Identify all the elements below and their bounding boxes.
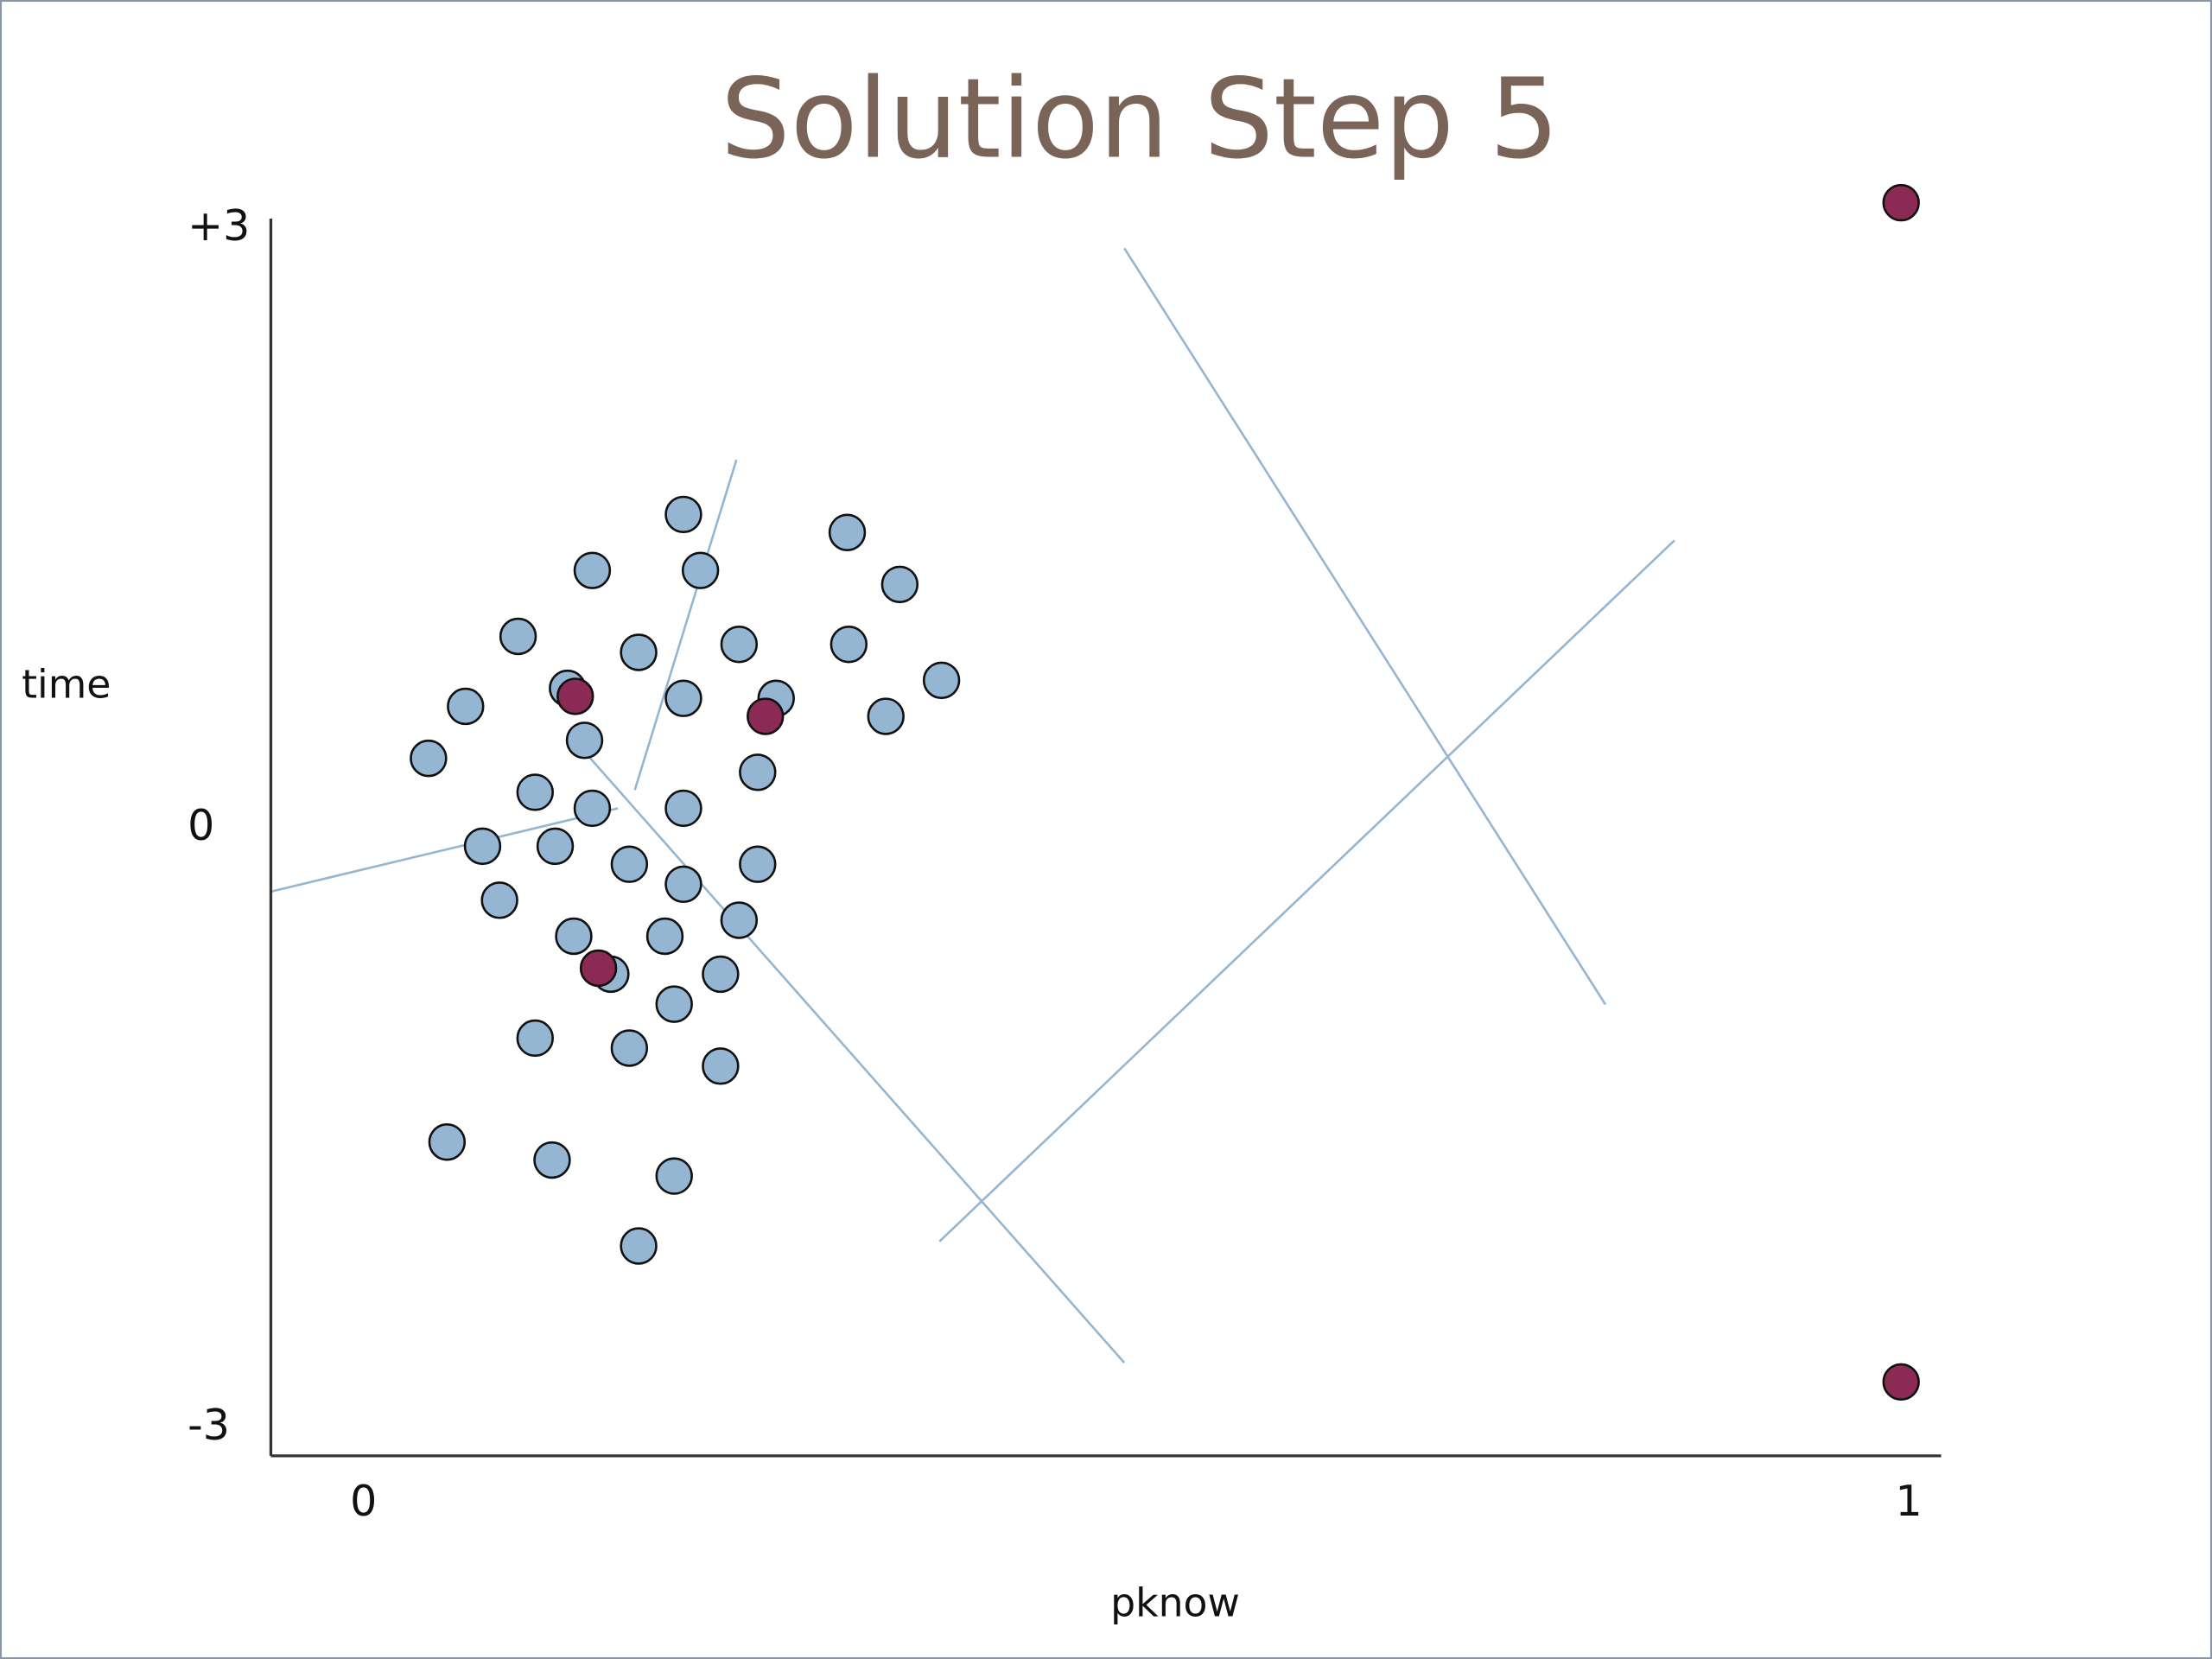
y-tick-label: 0 xyxy=(188,801,214,850)
x-tick-label: 1 xyxy=(1896,1477,1923,1526)
data-point xyxy=(1882,183,1920,222)
data-point xyxy=(720,626,759,664)
data-point xyxy=(702,955,740,994)
data-point xyxy=(828,513,867,551)
data-point xyxy=(702,1047,740,1085)
data-point xyxy=(620,633,658,671)
x-axis-label: pknow xyxy=(1110,1580,1240,1625)
y-tick-label: +3 xyxy=(188,201,250,251)
data-point xyxy=(720,901,759,939)
boundary-line xyxy=(270,807,619,893)
data-point xyxy=(880,565,919,604)
data-point xyxy=(579,949,618,988)
data-point xyxy=(664,789,702,828)
boundary-line xyxy=(588,756,1126,1364)
data-point xyxy=(516,773,554,811)
data-point xyxy=(573,789,612,828)
data-point xyxy=(499,617,537,656)
data-point xyxy=(664,865,702,904)
data-point xyxy=(533,1141,571,1179)
boundary-line xyxy=(1123,247,1607,1006)
data-point xyxy=(610,1029,649,1067)
data-point xyxy=(536,827,575,866)
data-point xyxy=(463,827,502,866)
data-point xyxy=(516,1019,554,1058)
data-point xyxy=(739,845,777,883)
data-point xyxy=(664,495,702,534)
chart-title: Solution Step 5 xyxy=(721,56,1560,184)
data-point xyxy=(480,881,518,919)
data-point xyxy=(565,721,604,760)
data-point xyxy=(867,697,905,735)
data-point xyxy=(664,679,702,717)
y-tick-label: -3 xyxy=(188,1401,230,1450)
boundary-line xyxy=(938,539,1675,1243)
data-point xyxy=(739,753,777,791)
x-tick-label: 0 xyxy=(350,1477,377,1526)
data-point xyxy=(428,1123,467,1161)
data-point xyxy=(610,845,649,883)
data-point xyxy=(573,551,612,589)
data-point xyxy=(747,697,785,735)
data-point xyxy=(655,985,693,1023)
boundary-lines xyxy=(270,247,1675,1364)
data-point xyxy=(922,661,961,700)
data-point xyxy=(620,1227,658,1265)
data-point xyxy=(556,677,594,715)
data-point xyxy=(410,739,448,778)
data-point xyxy=(645,917,684,956)
data-point xyxy=(681,551,720,589)
y-axis-label: time xyxy=(22,662,111,708)
data-point xyxy=(447,687,485,726)
data-point xyxy=(1882,1363,1920,1402)
boundary-line xyxy=(633,459,738,791)
data-point xyxy=(555,917,593,956)
data-point xyxy=(830,626,868,664)
data-point xyxy=(655,1157,693,1195)
